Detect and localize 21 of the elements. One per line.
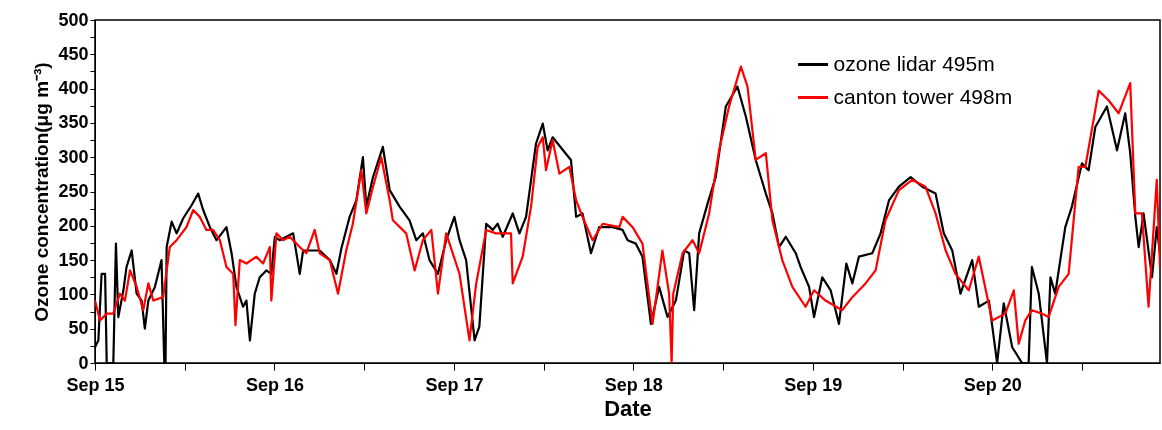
y-tick-label: 250 xyxy=(58,181,89,201)
y-tick-label: 0 xyxy=(78,352,89,373)
x-tick-label: Sep 18 xyxy=(604,374,663,395)
y-axis-title: Ozone concentration(μg m⁻³) xyxy=(31,62,53,322)
y-tick-label: 200 xyxy=(58,215,89,236)
legend-label: ozone lidar 495m xyxy=(833,51,995,75)
y-tick-label: 400 xyxy=(58,78,89,99)
y-tick-label: 50 xyxy=(68,318,89,339)
y-tick-label: 500 xyxy=(58,9,89,30)
y-tick-label: 150 xyxy=(58,249,89,270)
y-tick-label: 450 xyxy=(58,43,89,64)
x-tick-label: Sep 17 xyxy=(425,374,484,395)
x-tick-label: Sep 16 xyxy=(245,374,304,395)
y-tick-label: 350 xyxy=(58,112,89,133)
y-tick-label: 300 xyxy=(58,146,89,167)
y-tick-label: 100 xyxy=(58,283,89,304)
x-tick-label: Sep 19 xyxy=(784,374,843,395)
x-axis-title: Date xyxy=(604,395,652,421)
x-tick-label: Sep 20 xyxy=(963,374,1022,395)
legend-label: canton tower 498m xyxy=(833,84,1013,108)
x-tick-label: Sep 15 xyxy=(66,374,125,395)
